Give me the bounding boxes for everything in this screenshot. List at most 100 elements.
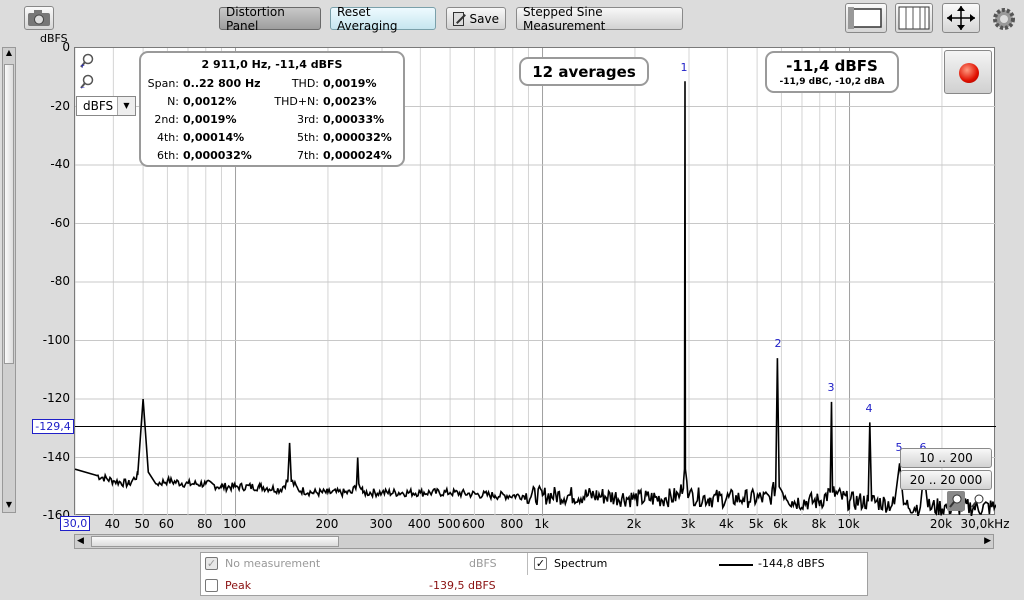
peak-checkbox[interactable] (205, 579, 218, 592)
x-tick-label: 2k (626, 517, 642, 531)
info-l2-2: 3rd: (296, 113, 319, 126)
info-l2-0: THD: (291, 77, 319, 90)
gear-icon[interactable] (992, 7, 1016, 31)
zoom-in-icon[interactable]: + (79, 53, 95, 70)
unit-select[interactable]: dBFS ▼ (76, 96, 136, 116)
record-button[interactable] (944, 50, 992, 94)
info-v1-0: 0..22 800 Hz (183, 77, 261, 90)
grid-icon[interactable] (895, 3, 933, 33)
save-icon (453, 11, 466, 26)
x-tick-label: 30,0kHz (960, 517, 1010, 531)
x-tick-label: 10k (837, 517, 860, 531)
x-tick-label: 40 (104, 517, 120, 531)
x-tick-label: 400 (407, 517, 431, 531)
y-tick-label: -20 (50, 98, 70, 113)
scroll-down-arrow-icon[interactable]: ▼ (5, 500, 13, 509)
level-readout: -11,4 dBFS -11,9 dBC, -10,2 dBA (765, 51, 899, 93)
info-v2-0: 0,0019% (323, 77, 377, 90)
harmonic-label: 2 (774, 337, 782, 350)
save-label: Save (469, 11, 499, 26)
spectrum-line-icon (719, 564, 753, 566)
svg-text:+: + (80, 63, 85, 69)
x-tick-label: 60 (158, 517, 175, 531)
zoom-reset-icon[interactable] (969, 491, 987, 511)
info-l2-1: THD+N: (274, 95, 319, 108)
cursor-value-label[interactable]: -129,4 (32, 419, 74, 434)
unit-select-value: dBFS (83, 99, 114, 113)
info-v1-1: 0,0012% (183, 95, 237, 108)
x-tick-label: 6k (773, 517, 788, 531)
magnifier-icon[interactable] (947, 491, 965, 511)
x-tick-label: 200 (315, 517, 339, 531)
y-tick-label: -60 (50, 215, 70, 230)
harmonic-label: 3 (827, 381, 835, 394)
y-tick-label: -140 (42, 449, 70, 464)
save-button[interactable]: Save (446, 7, 506, 30)
no-measurement-checkbox[interactable]: ✓ (205, 557, 218, 570)
y-axis-unit: dBFS (40, 32, 68, 45)
y-tick-label: -100 (42, 332, 70, 347)
peak-value: -139,5 dBFS (429, 579, 496, 592)
x-tick-label: 50 (134, 517, 150, 531)
info-l1-3: 4th: (157, 131, 179, 144)
y-tick-label: -120 (42, 391, 70, 405)
zoom-out-icon[interactable]: − (79, 74, 95, 91)
display-mode-icon[interactable] (845, 3, 887, 33)
record-icon (959, 63, 979, 83)
y-tick-label: -40 (50, 157, 70, 171)
harmonic-label: 1 (680, 61, 688, 74)
no-measurement-unit: dBFS (469, 557, 497, 570)
x-tick-label: 20k (929, 517, 953, 531)
camera-icon[interactable] (24, 6, 54, 30)
stepped-sine-button[interactable]: Stepped Sine Measurement (516, 5, 683, 33)
level-main: -11,4 dBFS (786, 57, 878, 75)
harmonic-label: 4 (865, 402, 873, 415)
scroll-left-arrow-icon[interactable]: ◀ (77, 536, 84, 546)
x-tick-label: 8k (811, 517, 827, 531)
info-l1-2: 2nd: (154, 113, 179, 126)
info-v2-2: 0,00033% (323, 113, 385, 126)
reset-averaging-button[interactable]: Reset Averaging (330, 5, 436, 33)
x-tick-label: 300 (369, 517, 393, 531)
averages-label: 12 averages (532, 63, 636, 81)
info-v2-3: 0,000032% (323, 131, 392, 144)
no-measurement-label: No measurement (225, 557, 321, 570)
scroll-thumb[interactable] (4, 64, 14, 364)
info-v1-3: 0,00014% (183, 131, 245, 144)
info-l2-3: 5th: (297, 131, 319, 144)
legend-panel: ✓ No measurement dBFS ✓ Spectrum -144,8 … (200, 552, 868, 596)
distortion-info-box: 2 911,0 Hz, -11,4 dBFS Span: 0..22 800 Hz… (139, 51, 405, 167)
spectrum-label: Spectrum (554, 557, 608, 570)
level-sub: -11,9 dBC, -10,2 dBA (779, 77, 885, 87)
x-tick-label: 5k (748, 517, 764, 531)
info-v1-4: 0,000032% (183, 149, 252, 162)
spectrum-value: -144,8 dBFS (758, 557, 825, 570)
harmonic-label: 6 (920, 441, 927, 454)
x-tick-label: 1k (534, 517, 549, 531)
chevron-down-icon[interactable]: ▼ (117, 97, 135, 115)
y-tick-label: 0 (62, 40, 70, 54)
x-tick-label: 800 (500, 517, 524, 531)
x-tick-label: 4k (719, 517, 734, 531)
x-axis-min-label[interactable]: 30,0 (60, 516, 90, 531)
range-20-20000-button[interactable]: 20 .. 20 000 (900, 470, 992, 490)
range-10-200-button[interactable]: 10 .. 200 (900, 448, 992, 468)
info-v2-4: 0,000024% (323, 149, 392, 162)
harmonic-label: 5 (895, 441, 903, 454)
fit-arrows-icon[interactable] (942, 3, 980, 33)
info-l2-4: 7th: (297, 149, 319, 162)
distortion-panel-button[interactable]: Distortion Panel (219, 5, 321, 33)
averages-badge: 12 averages (519, 57, 649, 86)
peak-label: Peak (225, 579, 252, 592)
scroll-right-arrow-icon[interactable]: ▶ (984, 536, 991, 546)
vertical-scrollbar[interactable]: ▲ ▼ (2, 47, 16, 513)
info-l1-1: N: (167, 95, 179, 108)
svg-text:−: − (80, 84, 85, 90)
info-l1-0: Span: (147, 77, 179, 90)
h-scroll-thumb[interactable] (91, 536, 339, 547)
scroll-up-arrow-icon[interactable]: ▲ (5, 48, 13, 57)
spectrum-checkbox[interactable]: ✓ (534, 557, 547, 570)
info-header: 2 911,0 Hz, -11,4 dBFS (201, 58, 343, 71)
x-tick-label: 100 (223, 517, 246, 531)
horizontal-scrollbar[interactable]: ◀ ▶ (74, 534, 994, 549)
